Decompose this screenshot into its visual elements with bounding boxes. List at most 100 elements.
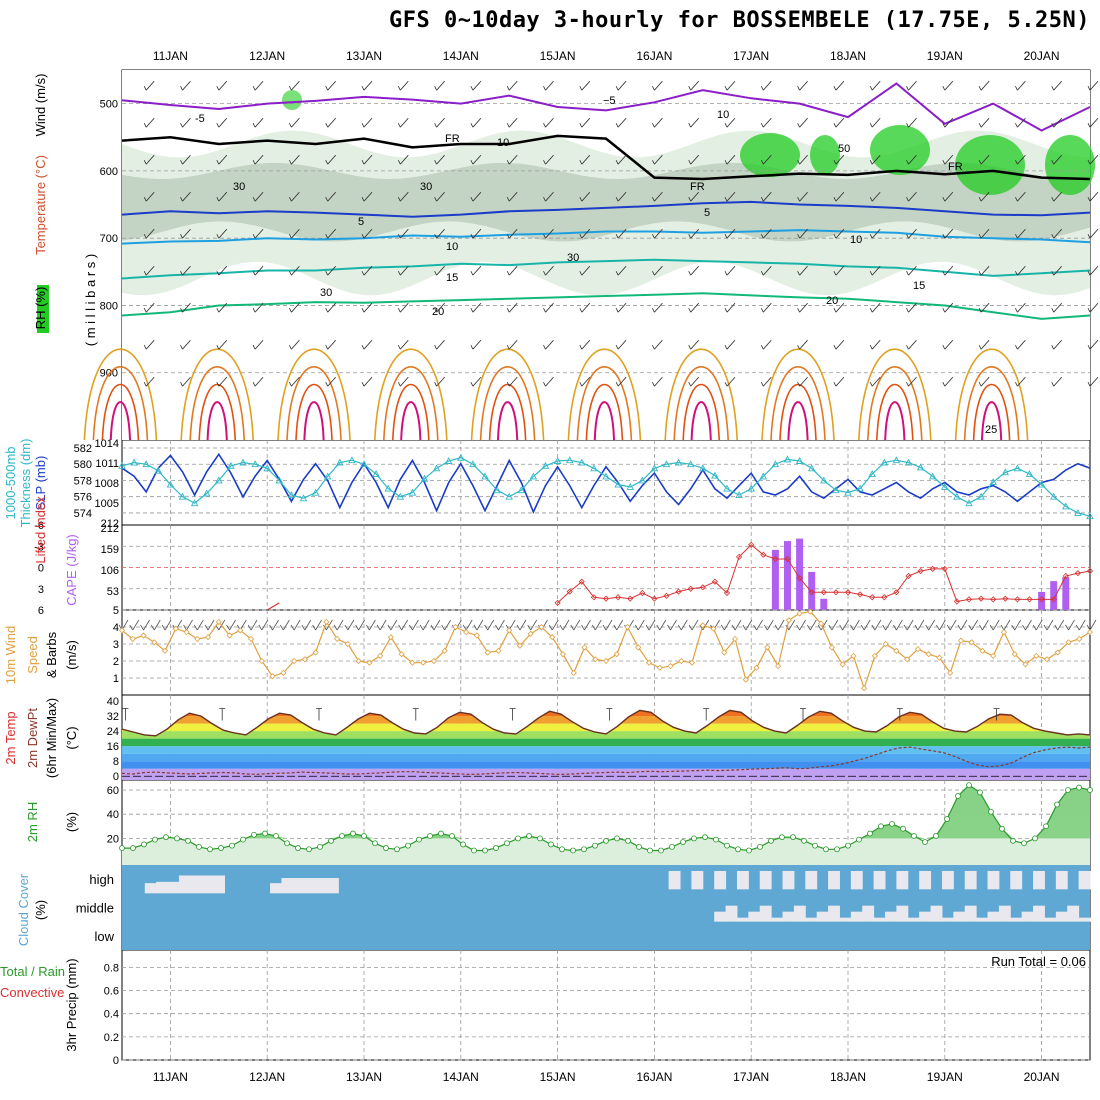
- wind10-point: [688, 659, 696, 666]
- rh2m-point: [1076, 784, 1082, 791]
- wind-barb: [833, 117, 845, 128]
- wind-barb: [652, 339, 663, 350]
- wind-barb: [1087, 80, 1099, 91]
- top-date-label: 18JAN: [830, 49, 866, 63]
- thickness-point: [747, 484, 755, 492]
- rh2m-point: [669, 843, 675, 850]
- rh2m-point: [471, 847, 477, 854]
- wind10-point: [775, 663, 782, 670]
- wind10-point: [538, 623, 545, 631]
- slp-line: [121, 452, 1091, 515]
- rh2m-point: [152, 836, 158, 843]
- rh2m-point: [1032, 835, 1038, 842]
- wind-barb: [906, 302, 917, 313]
- temp2m-label: 2m Temp: [3, 711, 18, 764]
- wind-barb: [434, 80, 445, 91]
- thickness-point: [190, 499, 199, 507]
- cape-bar: [771, 549, 779, 610]
- temp-max-whisker: [122, 708, 129, 721]
- wind10-barb: [688, 619, 699, 631]
- rh2m-unit-label: (%): [64, 812, 79, 832]
- thickness-point: [457, 453, 465, 461]
- rh2m-point: [966, 782, 972, 789]
- wind-barb: [1051, 228, 1062, 239]
- wind10-barb: [860, 619, 871, 631]
- cloud-mid-gap: [1078, 917, 1091, 922]
- wind-barb: [615, 154, 627, 165]
- wind-barb: [869, 191, 881, 202]
- wind-barb: [1015, 339, 1026, 350]
- wind-barb: [325, 302, 336, 313]
- thickness-point: [1086, 512, 1094, 520]
- wind-barb: [942, 154, 954, 165]
- rh2m-point: [460, 841, 466, 848]
- wind-barb: [906, 228, 917, 239]
- wind10-barb: [409, 619, 419, 631]
- wind10-barb: [763, 619, 774, 631]
- wind-barb: [252, 339, 264, 350]
- precip-tick: 0.6: [104, 986, 119, 998]
- thickness-point: [880, 458, 889, 466]
- wind-barb: [289, 154, 300, 165]
- li-point: [784, 555, 791, 563]
- cloud-high-gap: [326, 878, 339, 894]
- li-point: [1038, 596, 1045, 603]
- wind-barb: [1051, 80, 1062, 91]
- thickness-point: [481, 472, 489, 480]
- li-point: [1086, 567, 1094, 575]
- wind-barb: [470, 302, 482, 313]
- thickness-tick: 582: [74, 443, 92, 455]
- wind-barb: [942, 265, 954, 276]
- wind-barb: [361, 154, 373, 165]
- contour-label: 25: [985, 424, 997, 436]
- li-point: [929, 565, 936, 572]
- wind10-barb: [430, 619, 441, 631]
- wind-barb: [470, 228, 482, 239]
- wind10-point: [936, 654, 943, 661]
- wind10-point: [925, 651, 932, 658]
- wind-barb: [325, 80, 336, 91]
- wind-barb: [652, 191, 663, 202]
- wind-barb: [397, 191, 409, 202]
- wind-barb: [652, 302, 663, 313]
- temp-max-whisker: [800, 708, 806, 721]
- wind-barb: [760, 228, 772, 239]
- rh-legend-swatch: [37, 285, 49, 333]
- wind10-barb: [366, 619, 376, 631]
- wind-barb: [252, 117, 264, 128]
- rh2m-point: [1087, 787, 1093, 793]
- wind10-point: [656, 664, 663, 671]
- surface-isotherm-arch: [180, 348, 254, 441]
- rh2m-point: [317, 843, 323, 850]
- cloud-mid-gap: [964, 905, 977, 922]
- wind-barb: [797, 80, 808, 91]
- surface-isotherm-arch: [867, 366, 923, 441]
- contour-label: FR: [445, 133, 460, 145]
- wind-barb: [216, 191, 228, 202]
- li-point: [844, 589, 852, 596]
- rh2m-point: [504, 840, 510, 847]
- thickness-title-label: 1000-500mb: [3, 447, 18, 520]
- rh2m-point: [119, 845, 125, 851]
- run-total-label: Run Total = 0.06: [991, 954, 1086, 969]
- surface-isotherm-arch: [303, 401, 325, 441]
- wind10-point: [882, 640, 889, 648]
- wind-barb: [470, 191, 482, 202]
- slp-tick: 1008: [95, 478, 119, 490]
- wind-barb: [760, 154, 772, 165]
- wind10-barb: [495, 619, 505, 631]
- rh2m-point: [911, 833, 917, 839]
- wind10-point: [828, 644, 835, 651]
- wind10-point: [613, 651, 620, 658]
- wind10-barb: [419, 619, 430, 631]
- surface-isotherm-arch: [383, 366, 439, 441]
- wind10-barb: [742, 619, 753, 631]
- rh2m-point: [493, 845, 499, 851]
- wind-barb: [252, 154, 264, 165]
- wind10-point: [1065, 639, 1072, 646]
- wind-barb: [978, 339, 990, 350]
- cape-tick: 53: [107, 586, 119, 598]
- surface-isotherm-arch: [400, 401, 422, 441]
- wind10-point: [785, 617, 792, 624]
- cloud-mid-gap: [1033, 905, 1045, 922]
